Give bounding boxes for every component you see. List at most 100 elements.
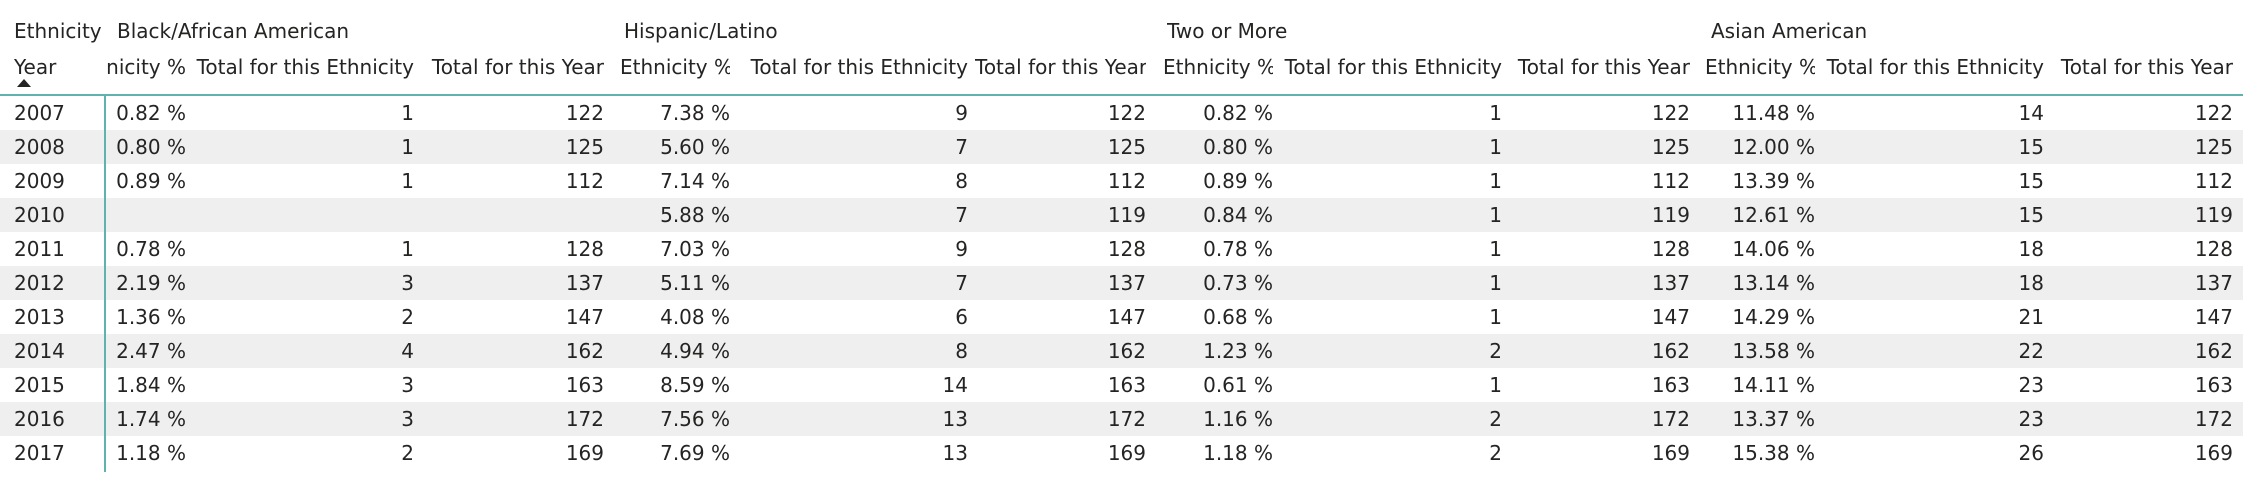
- column-header[interactable]: Total for this Ethnicity: [1826, 55, 2044, 79]
- table-cell: 119: [2194, 203, 2233, 227]
- table-row: [0, 198, 2243, 232]
- column-header[interactable]: Total for this Year: [1517, 55, 1690, 79]
- table-cell: 7.03 %: [660, 237, 730, 261]
- group-header[interactable]: Hispanic/Latino: [624, 19, 778, 43]
- table-cell: 172: [1651, 407, 1690, 431]
- table-cell: 128: [565, 237, 604, 261]
- table-cell: 26: [2018, 441, 2044, 465]
- table-cell: 1.84 %: [116, 373, 186, 397]
- table-cell: 23: [2018, 407, 2044, 431]
- table-cell: 163: [1651, 373, 1690, 397]
- table-cell: 169: [565, 441, 604, 465]
- table-cell: 172: [2194, 407, 2233, 431]
- table-cell: [104, 198, 186, 232]
- table-cell: 172: [1107, 407, 1146, 431]
- table-cell: 122: [2194, 101, 2233, 125]
- table-cell: 162: [2194, 339, 2233, 363]
- table-cell: 7: [955, 135, 968, 159]
- header-divider: [0, 94, 2243, 96]
- table-cell: 3: [401, 407, 414, 431]
- table-cell: 3: [401, 271, 414, 295]
- table-cell: 125: [1651, 135, 1690, 159]
- column-header[interactable]: Ethnicity %: [1163, 55, 1273, 79]
- group-header[interactable]: Two or More: [1167, 19, 1288, 43]
- table-cell: 22: [2018, 339, 2044, 363]
- column-header[interactable]: Ethnicity %: [1705, 55, 1815, 79]
- table-cell: 122: [1107, 101, 1146, 125]
- table-cell: 0.84 %: [1203, 203, 1273, 227]
- table-cell: 12.00 %: [1732, 135, 1815, 159]
- column-header[interactable]: Total for this Year: [975, 55, 1146, 79]
- table-cell: 6: [955, 305, 968, 329]
- table-cell: 0.78 %: [1203, 237, 1273, 261]
- table-cell: 2: [1489, 407, 1502, 431]
- group-header[interactable]: Black/African American: [117, 19, 350, 43]
- row-header-year: 2016: [14, 407, 65, 431]
- table-cell: 172: [565, 407, 604, 431]
- table-cell: 1: [401, 169, 414, 193]
- table-cell: 147: [565, 305, 604, 329]
- column-header[interactable]: Total for this Year: [2060, 55, 2233, 79]
- table-cell: 23: [2018, 373, 2044, 397]
- table-row: [0, 130, 2243, 164]
- group-header[interactable]: Asian American: [1711, 19, 1868, 43]
- table-cell: 0.80 %: [116, 135, 186, 159]
- table-cell: 162: [1107, 339, 1146, 363]
- column-header[interactable]: Total for this Year: [431, 55, 604, 79]
- table-cell: 14.11 %: [1732, 373, 1815, 397]
- table-cell: 18: [2018, 237, 2044, 261]
- row-header-year: 2008: [14, 135, 65, 159]
- table-cell: 7: [955, 271, 968, 295]
- column-header[interactable]: Total for this Ethnicity: [750, 55, 968, 79]
- table-cell: 0.80 %: [1203, 135, 1273, 159]
- table-cell: 15: [2018, 169, 2044, 193]
- table-cell: 14.29 %: [1732, 305, 1815, 329]
- table-cell: 13.39 %: [1732, 169, 1815, 193]
- table-cell: 1: [401, 135, 414, 159]
- table-cell: 1.74 %: [116, 407, 186, 431]
- table-cell: 1.36 %: [116, 305, 186, 329]
- column-header[interactable]: Ethnicity %: [620, 55, 730, 79]
- table-cell: 0.68 %: [1203, 305, 1273, 329]
- table-cell: 7.56 %: [660, 407, 730, 431]
- table-cell: 14.06 %: [1732, 237, 1815, 261]
- table-cell: 147: [2194, 305, 2233, 329]
- table-row: [0, 334, 2243, 368]
- table-cell: 8: [955, 169, 968, 193]
- table-cell: 4: [401, 339, 414, 363]
- table-cell: 122: [565, 101, 604, 125]
- table-cell: 13: [942, 407, 968, 431]
- table-cell: 18: [2018, 271, 2044, 295]
- table-cell: 169: [1107, 441, 1146, 465]
- table-cell: 13.58 %: [1732, 339, 1815, 363]
- corner-col-label[interactable]: Year: [14, 55, 57, 79]
- table-cell: 1.16 %: [1203, 407, 1273, 431]
- table-cell: 21: [2018, 305, 2044, 329]
- table-cell: 169: [1651, 441, 1690, 465]
- table-cell: 163: [565, 373, 604, 397]
- column-header[interactable]: nicity %: [106, 55, 186, 79]
- table-cell: 1: [401, 237, 414, 261]
- table-cell: 125: [2194, 135, 2233, 159]
- table-cell: 8: [955, 339, 968, 363]
- table-cell: 1: [1489, 169, 1502, 193]
- column-header[interactable]: Total for this Ethnicity: [1284, 55, 1502, 79]
- row-header-divider: [104, 96, 106, 472]
- table-row: [0, 402, 2243, 436]
- table-cell: 9: [955, 237, 968, 261]
- table-cell: 125: [565, 135, 604, 159]
- sort-ascending-icon[interactable]: [17, 79, 31, 87]
- table-cell: 11.48 %: [1732, 101, 1815, 125]
- column-header[interactable]: Total for this Ethnicity: [196, 55, 414, 79]
- table-cell: 2.47 %: [116, 339, 186, 363]
- table-cell: 12.61 %: [1732, 203, 1815, 227]
- table-cell: 1: [401, 101, 414, 125]
- table-cell: 2: [1489, 441, 1502, 465]
- table-cell: 13.37 %: [1732, 407, 1815, 431]
- table-cell: 125: [1107, 135, 1146, 159]
- table-cell: 137: [2194, 271, 2233, 295]
- table-cell: 1.23 %: [1203, 339, 1273, 363]
- table-cell: 137: [565, 271, 604, 295]
- table-cell: 119: [1651, 203, 1690, 227]
